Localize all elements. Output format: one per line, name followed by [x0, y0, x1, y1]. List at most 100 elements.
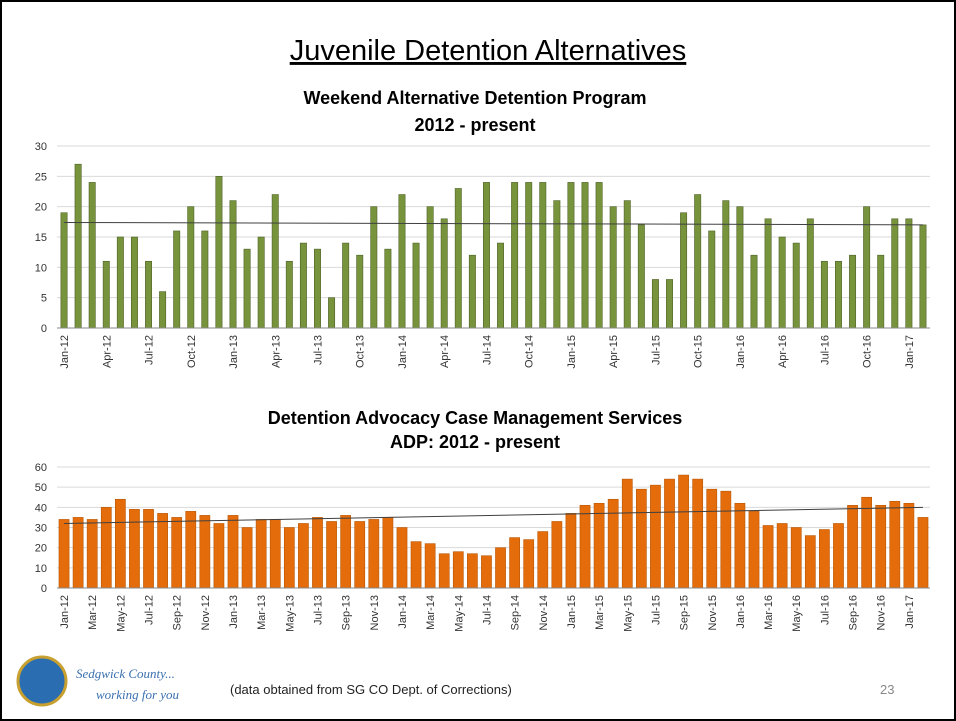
x-tick-label: Oct-12: [186, 335, 198, 368]
bar: [680, 212, 688, 329]
y-tick-label: 10: [35, 262, 47, 274]
bar: [595, 182, 603, 329]
x-tick-label: Jul-13: [312, 595, 324, 625]
bar: [833, 523, 844, 589]
bar: [482, 182, 490, 329]
bar: [666, 279, 673, 329]
bar: [159, 291, 167, 329]
y-tick-label: 0: [41, 583, 47, 595]
y-tick-label: 30: [35, 523, 47, 535]
bar: [637, 224, 645, 329]
bar: [579, 505, 591, 589]
slide-title: Juvenile Detention Alternatives: [290, 35, 687, 67]
x-tick-label: Sep-15: [679, 595, 691, 630]
x-tick-label: Sep-14: [510, 595, 522, 630]
x-tick-label: Nov-12: [200, 595, 212, 630]
bar: [708, 230, 716, 329]
bar: [511, 182, 519, 329]
bar: [509, 537, 520, 589]
bar: [370, 206, 378, 329]
bar: [382, 517, 394, 589]
bar: [778, 236, 786, 329]
bar: [664, 478, 675, 589]
y-tick-label: 25: [35, 171, 47, 183]
bar: [609, 206, 617, 329]
logo-seal: [16, 655, 68, 707]
bar: [692, 478, 704, 589]
bar: [299, 242, 307, 329]
bar: [790, 527, 802, 589]
x-tick-label: Apr-15: [608, 335, 620, 368]
bar: [58, 519, 70, 589]
x-tick-label: Mar-12: [87, 595, 99, 630]
bar: [328, 297, 336, 329]
bar: [143, 509, 154, 589]
x-tick-label: Nov-15: [707, 595, 719, 630]
bar: [412, 242, 420, 329]
x-tick-label: Apr-12: [101, 335, 113, 368]
bar: [257, 236, 265, 329]
chart-title: Detention Advocacy Case Management Servi…: [268, 408, 683, 428]
source-note: (data obtained from SG CO Dept. of Corre…: [230, 682, 512, 697]
bar: [314, 248, 321, 329]
bar: [694, 194, 702, 329]
bar: [877, 254, 885, 329]
bar: [495, 547, 506, 589]
x-tick-label: Mar-13: [256, 595, 268, 630]
bar: [452, 551, 464, 589]
bar: [227, 515, 239, 589]
bar: [593, 502, 605, 589]
x-tick-label: Apr-13: [270, 335, 282, 368]
logo: Sedgwick County... working for you: [16, 655, 180, 707]
x-tick-label: Sep-16: [848, 595, 860, 630]
bar: [86, 519, 98, 589]
bar: [481, 555, 492, 589]
bar: [60, 212, 68, 329]
y-tick-label: 10: [35, 563, 47, 575]
bar: [255, 519, 267, 589]
x-tick-label: Jul-12: [144, 335, 156, 365]
bar: [678, 474, 689, 589]
bar: [173, 230, 181, 329]
bar: [523, 539, 535, 589]
bar: [804, 535, 816, 589]
x-tick-label: Jan-16: [735, 335, 747, 369]
x-tick-label: Mar-15: [594, 595, 606, 630]
bar: [187, 206, 195, 329]
bar: [340, 515, 352, 589]
trendline: [64, 221, 923, 226]
y-tick-label: 40: [35, 502, 47, 514]
x-tick-label: Jul-14: [481, 595, 493, 625]
bar: [229, 200, 237, 329]
x-tick-label: Jul-12: [144, 595, 156, 625]
bar: [497, 242, 505, 329]
y-tick-label: 20: [35, 202, 47, 214]
bar: [820, 260, 828, 329]
x-tick-label: Nov-14: [538, 595, 550, 630]
x-tick-label: May-12: [115, 595, 127, 632]
bar: [342, 242, 350, 329]
y-tick-label: 60: [35, 462, 47, 474]
x-tick-label: Mar-14: [425, 595, 437, 630]
x-tick-label: Jul-13: [312, 335, 324, 365]
bar: [271, 194, 279, 329]
x-tick-label: Jan-13: [228, 335, 240, 369]
bar: [145, 260, 152, 329]
bar: [806, 218, 814, 329]
page-number: 23: [880, 682, 894, 697]
bar: [706, 488, 718, 589]
x-tick-label: Apr-16: [777, 335, 789, 368]
bar: [776, 523, 788, 589]
y-tick-label: 30: [35, 141, 47, 153]
bar: [241, 527, 253, 589]
x-tick-label: May-15: [622, 595, 634, 632]
x-tick-label: Nov-13: [369, 595, 381, 630]
bar: [171, 517, 183, 589]
x-tick-label: Oct-14: [524, 335, 536, 368]
x-tick-label: Jan-14: [397, 595, 409, 629]
x-tick-label: Oct-13: [355, 335, 367, 368]
bar: [905, 218, 913, 329]
bar: [88, 182, 96, 329]
